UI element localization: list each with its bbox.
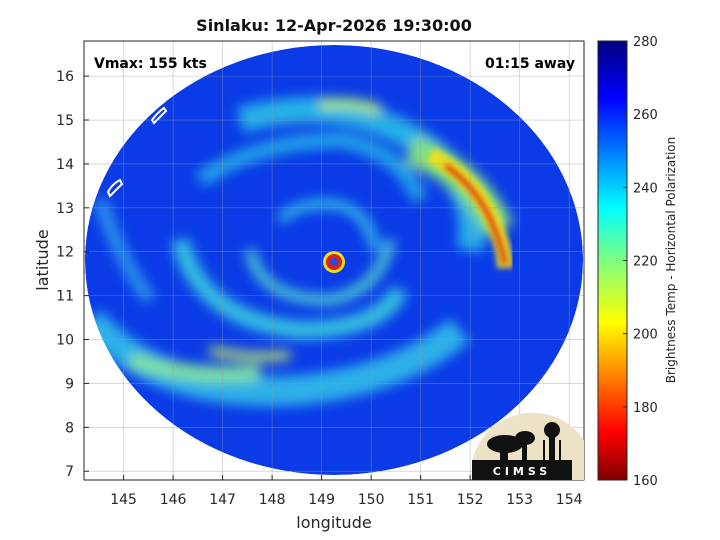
- y-tick-label: 10: [56, 333, 74, 349]
- colorbar-tick-label: 220: [633, 255, 658, 270]
- colorbar-label: Brightness Temp - Horizontal Polarizatio…: [664, 137, 678, 384]
- colorbar-tick-label: 260: [633, 108, 658, 123]
- cimss-logo-text: CIMSS: [493, 465, 551, 478]
- colorbar-tick-label: 200: [633, 328, 658, 343]
- time-away-label: 01:15 away: [485, 56, 575, 72]
- y-tick-label: 9: [65, 376, 74, 392]
- x-tick-label: 145: [110, 492, 137, 508]
- colorbar: [597, 40, 628, 481]
- y-tick-label: 14: [56, 157, 74, 173]
- island-outline: [150, 106, 168, 125]
- y-tick-label: 8: [65, 420, 74, 436]
- chart-title: Sinlaku: 12-Apr-2026 19:30:00: [196, 16, 472, 35]
- y-tick-label: 13: [56, 201, 74, 217]
- x-tick-label: 150: [358, 492, 385, 508]
- x-tick-label: 148: [259, 492, 286, 508]
- colorbar-ticks: 160 180 200 220 240 260 280: [623, 35, 658, 489]
- vmax-label: Vmax: 155 kts: [94, 56, 207, 72]
- y-axis-label: latitude: [33, 229, 52, 290]
- cimss-logo: CIMSS: [472, 412, 584, 480]
- x-axis-label: longitude: [296, 513, 371, 532]
- y-tick-label: 11: [56, 289, 74, 305]
- brightness-swath: [85, 45, 583, 475]
- x-tick-label: 154: [556, 492, 583, 508]
- y-tick-label: 15: [56, 113, 74, 129]
- x-tick-label: 146: [160, 492, 187, 508]
- x-tick-label: 149: [308, 492, 335, 508]
- colorbar-tick-label: 180: [633, 401, 658, 416]
- island-outline: [106, 178, 124, 198]
- axes-frame: [83, 40, 585, 481]
- colorbar-tick-label: 280: [633, 35, 658, 50]
- y-tick-label: 16: [56, 69, 74, 85]
- x-tick-label: 151: [407, 492, 434, 508]
- colorbar-tick-label: 240: [633, 181, 658, 196]
- x-tick-label: 153: [506, 492, 533, 508]
- y-tick-label: 12: [56, 245, 74, 261]
- x-ticks: 145 146 147 148 149 150 151 152 153 154: [110, 475, 583, 508]
- x-tick-label: 147: [209, 492, 236, 508]
- x-tick-label: 152: [457, 492, 484, 508]
- y-tick-label: 7: [65, 464, 74, 480]
- y-ticks: 7 8 9 10 11 12 13 14 15 16: [56, 69, 89, 480]
- colorbar-tick-label: 160: [633, 474, 658, 489]
